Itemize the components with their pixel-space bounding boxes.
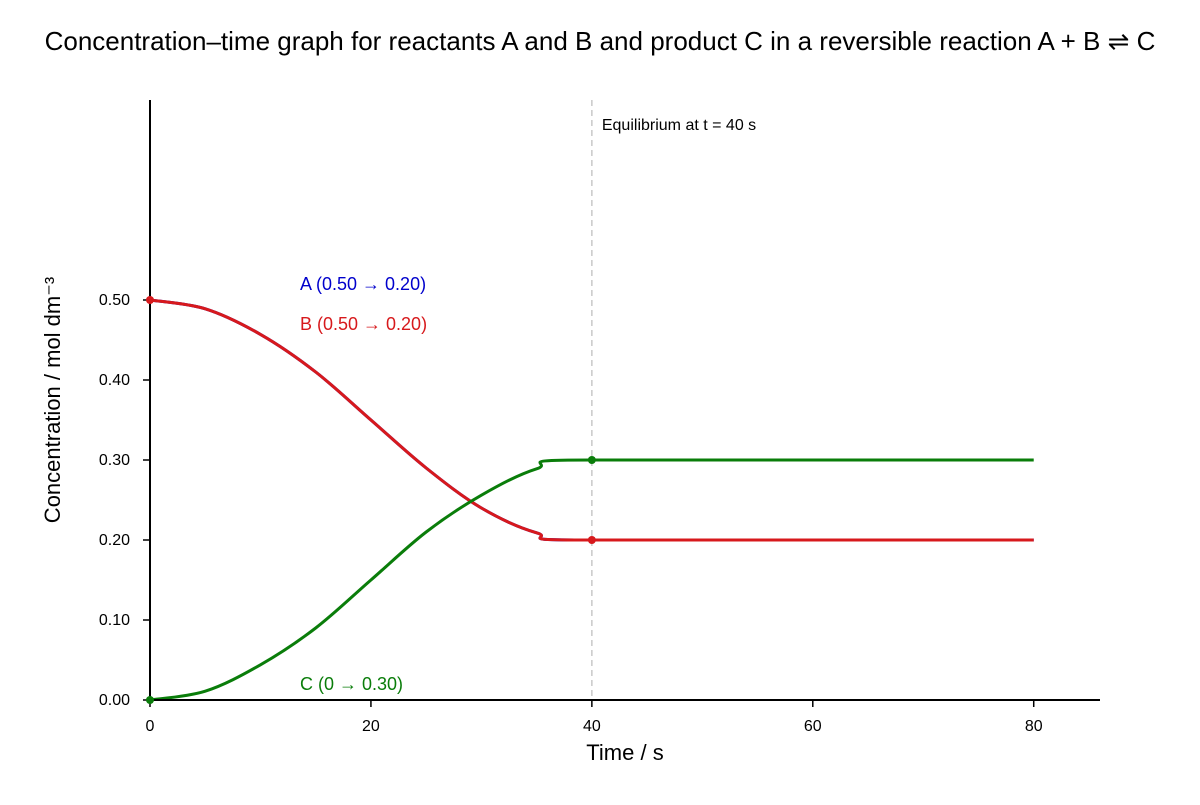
y-axis-label: Concentration / mol dm⁻³ — [40, 277, 65, 523]
data-point-marker — [587, 536, 596, 544]
data-point-marker — [146, 296, 154, 304]
y-tick-label: 0.20 — [99, 532, 130, 549]
labels-layer: Equilibrium at t = 40 s A (0.50 → 0.20) B … — [300, 117, 756, 694]
series-line-b — [149, 298, 1034, 542]
axes-layer: 0 20 40 60 80 0.00 0.10 0.20 0.30 0.40 0.50 — [99, 100, 1100, 735]
x-tick-label: 40 — [583, 718, 601, 735]
y-tick-label: 0.50 — [99, 292, 130, 309]
series-line-c — [149, 458, 1034, 702]
y-tick-label: 0.10 — [99, 612, 130, 629]
data-point-marker — [587, 456, 596, 464]
data-point-marker — [146, 696, 154, 704]
x-axis-label: Time / s — [586, 740, 663, 765]
y-tick-label: 0.40 — [99, 372, 130, 389]
series-label-a: A (0.50 → 0.20) — [300, 274, 426, 294]
markers-layer — [146, 296, 596, 704]
y-tick-label: 0.00 — [99, 692, 130, 709]
x-tick-label: 80 — [1025, 718, 1043, 735]
chart-title: Concentration–time graph for reactants A… — [45, 26, 1156, 56]
series-layer — [149, 298, 1034, 702]
x-tick-label: 20 — [362, 718, 380, 735]
y-tick-label: 0.30 — [99, 452, 130, 469]
x-tick-label: 0 — [146, 718, 155, 735]
series-label-b: B (0.50 → 0.20) — [300, 314, 427, 334]
series-label-c: C (0 → 0.30) — [300, 674, 403, 694]
x-tick-label: 60 — [804, 718, 822, 735]
equilibrium-annotation: Equilibrium at t = 40 s — [602, 117, 756, 134]
